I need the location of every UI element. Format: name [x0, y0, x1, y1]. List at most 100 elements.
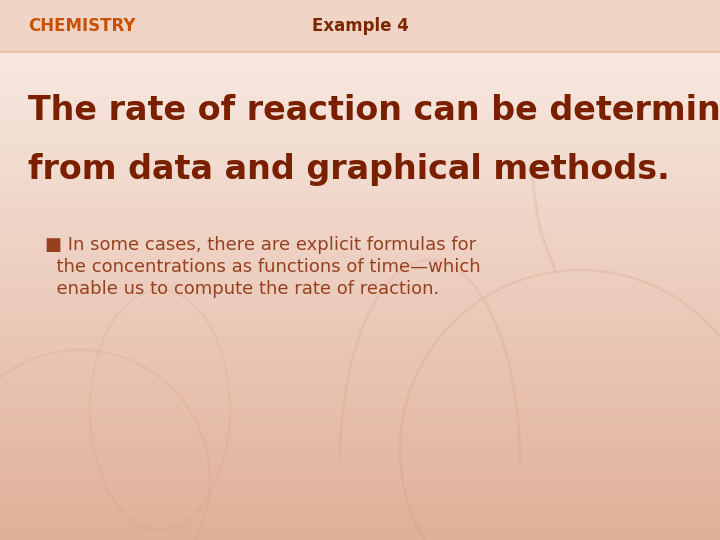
Bar [0, 162, 720, 167]
Bar [0, 383, 720, 389]
Text: Example 4: Example 4 [312, 17, 408, 35]
Bar [0, 324, 720, 329]
Bar [0, 189, 720, 194]
Bar [0, 11, 720, 16]
Bar [0, 448, 720, 454]
Bar [0, 81, 720, 86]
Bar [0, 351, 720, 356]
Bar [0, 513, 720, 518]
Bar [0, 232, 720, 238]
Bar [0, 227, 720, 232]
Bar [0, 389, 720, 394]
Text: ■ In some cases, there are explicit formulas for: ■ In some cases, there are explicit form… [45, 236, 476, 254]
Bar [0, 216, 720, 221]
Bar [0, 486, 720, 491]
Bar [0, 0, 720, 5]
Bar [0, 346, 720, 351]
Bar [0, 86, 720, 92]
Bar [0, 427, 720, 432]
Bar [0, 270, 720, 275]
Bar [0, 200, 720, 205]
Bar [0, 178, 720, 184]
Bar [0, 432, 720, 437]
Bar [0, 135, 720, 140]
Bar [0, 405, 720, 410]
Text: enable us to compute the rate of reaction.: enable us to compute the rate of reactio… [45, 280, 439, 298]
Bar [0, 51, 720, 53]
Bar [0, 491, 720, 497]
Bar [0, 59, 720, 65]
Bar [0, 275, 720, 281]
Bar [0, 356, 720, 362]
Bar [0, 265, 720, 270]
Text: CHEMISTRY: CHEMISTRY [28, 17, 135, 35]
Text: the concentrations as functions of time—which: the concentrations as functions of time—… [45, 258, 481, 276]
Bar [0, 437, 720, 443]
Bar [0, 205, 720, 211]
Bar [0, 243, 720, 248]
Bar [0, 308, 720, 313]
Bar [0, 524, 720, 529]
Bar [0, 319, 720, 324]
Bar [0, 113, 720, 119]
Bar [0, 65, 720, 70]
Bar [0, 470, 720, 475]
Bar [0, 443, 720, 448]
Bar [0, 238, 720, 243]
Bar [0, 454, 720, 459]
Bar [0, 475, 720, 481]
Bar [0, 211, 720, 216]
Bar [0, 151, 720, 157]
Bar [0, 43, 720, 49]
Bar [0, 92, 720, 97]
Bar [0, 297, 720, 302]
Bar [0, 38, 720, 43]
Bar [0, 394, 720, 400]
Bar [0, 259, 720, 265]
Bar [0, 108, 720, 113]
Bar [0, 400, 720, 405]
Bar [0, 335, 720, 340]
Bar [0, 76, 720, 81]
Bar [0, 70, 720, 76]
Bar [0, 302, 720, 308]
Bar [0, 27, 720, 32]
Bar [0, 340, 720, 346]
Bar [0, 32, 720, 38]
Bar [0, 421, 720, 427]
Bar [0, 124, 720, 130]
Bar [0, 535, 720, 540]
Bar [0, 329, 720, 335]
Bar [0, 497, 720, 502]
Bar [0, 281, 720, 286]
Bar [0, 518, 720, 524]
Bar [0, 49, 720, 54]
Bar [0, 362, 720, 367]
Bar [0, 157, 720, 162]
Bar [0, 103, 720, 108]
Bar [0, 481, 720, 486]
Bar [0, 140, 720, 146]
Bar [0, 173, 720, 178]
Bar [0, 184, 720, 189]
Bar [0, 373, 720, 378]
Bar [0, 97, 720, 103]
Bar [0, 286, 720, 292]
Bar [0, 378, 720, 383]
Bar [0, 167, 720, 173]
Bar [0, 254, 720, 259]
Bar [0, 0, 720, 52]
Text: from data and graphical methods.: from data and graphical methods. [28, 153, 670, 186]
Bar [0, 146, 720, 151]
Bar [0, 367, 720, 373]
Bar [0, 16, 720, 22]
Bar [0, 416, 720, 421]
Bar [0, 502, 720, 508]
Bar [0, 22, 720, 27]
Bar [0, 54, 720, 59]
Bar [0, 313, 720, 319]
Bar [0, 248, 720, 254]
Text: The rate of reaction can be determined: The rate of reaction can be determined [28, 93, 720, 126]
Bar [0, 194, 720, 200]
Bar [0, 292, 720, 297]
